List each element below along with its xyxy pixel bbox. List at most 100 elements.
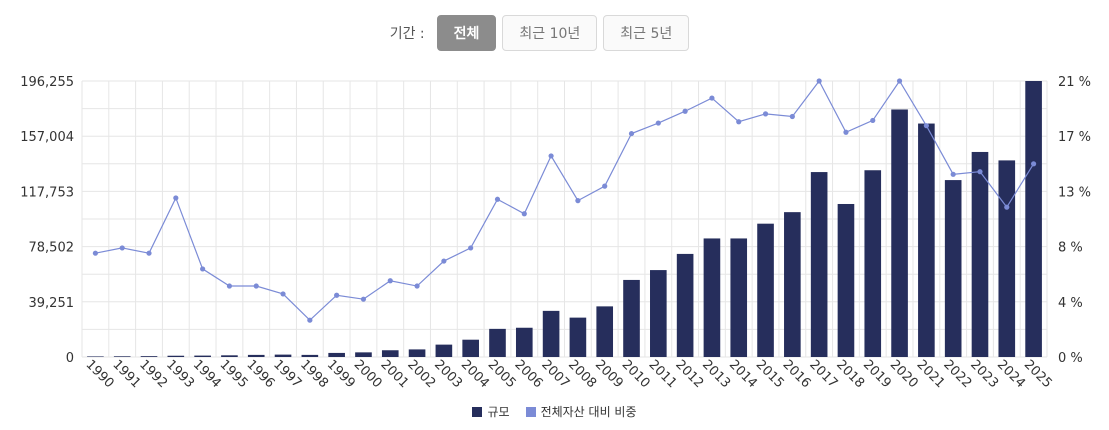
x-tick-label: 1994	[190, 357, 224, 391]
legend-item-ratio[interactable]: 전체자산 대비 비중	[525, 403, 637, 420]
x-tick-label: 1991	[109, 357, 143, 391]
ratio-point-2023	[977, 169, 983, 175]
ratio-point-2011	[655, 120, 661, 126]
bar-2021	[918, 123, 935, 358]
ratio-line-path	[95, 79, 1035, 322]
x-tick-label: 2006	[511, 357, 545, 391]
x-tick-label: 2007	[538, 357, 572, 391]
ratio-point-2004	[468, 245, 474, 251]
bar-2004	[462, 339, 479, 357]
x-tick-label: 2013	[699, 357, 733, 391]
period-10y-button[interactable]: 최근 10년	[502, 15, 598, 51]
y-right-tick-label: 13 %	[1058, 185, 1091, 200]
x-tick-label: 2015	[753, 357, 787, 391]
x-tick-label: 2023	[967, 357, 1001, 391]
ratio-point-2006	[521, 211, 527, 217]
bar-2020	[891, 109, 908, 357]
bar-2006	[515, 327, 533, 357]
x-tick-label: 1992	[136, 357, 170, 391]
x-tick-label: 2020	[887, 357, 921, 391]
bar-2022	[944, 180, 962, 357]
period-all-button[interactable]: 전체	[436, 15, 497, 51]
ratio-point-2010	[628, 130, 635, 137]
ratio-point-2009	[602, 183, 608, 189]
legend-swatch-ratio	[525, 406, 536, 417]
period-5y-button[interactable]: 최근 5년	[603, 15, 690, 51]
x-tick-label: 2021	[914, 357, 948, 391]
y-left-tick-label: 39,251	[29, 296, 75, 311]
x-tick-label: 2019	[860, 357, 894, 391]
legend-label-ratio: 전체자산 대비 비중	[540, 405, 637, 419]
bars	[87, 81, 1042, 358]
y-left-tick-label: 117,753	[20, 185, 74, 200]
ratio-point-1997	[280, 291, 286, 297]
bar-2023	[971, 151, 989, 357]
bar-2002	[408, 349, 426, 357]
y-right-tick-label: 17 %	[1058, 130, 1091, 145]
x-tick-label: 2017	[806, 357, 840, 391]
bar-1998	[301, 354, 319, 357]
x-tick-label: 1999	[324, 357, 358, 391]
x-tick-label: 1990	[83, 357, 117, 391]
ratio-point-2005	[494, 196, 501, 202]
x-tick-label: 2025	[1021, 357, 1055, 391]
bar-1990	[87, 356, 104, 357]
x-tick-label: 2002	[404, 357, 438, 391]
x-tick-label: 1998	[297, 357, 331, 391]
ratio-point-2021	[923, 123, 929, 129]
ratio-point-2007	[548, 153, 554, 159]
bar-2010	[623, 279, 640, 357]
ratio-point-1994	[200, 266, 206, 272]
ratio-point-2025	[1030, 161, 1037, 167]
x-tick-label: 2018	[833, 357, 867, 391]
ratio-point-2019	[870, 117, 876, 124]
ratio-point-2000	[360, 296, 367, 302]
x-tick-label: 2004	[458, 357, 492, 391]
bar-2017	[810, 172, 828, 357]
bar-2015	[757, 223, 774, 357]
ratio-point-2016	[789, 113, 795, 120]
y-right-tick-label: 0 %	[1058, 351, 1083, 366]
bar-2018	[837, 203, 855, 357]
ratio-point-2008	[575, 198, 581, 204]
x-tick-label: 2010	[619, 357, 653, 391]
period-filter: 기간 : 전체 최근 10년 최근 5년	[0, 14, 1109, 52]
bar-2025	[1025, 81, 1042, 357]
bar-1995	[221, 355, 238, 357]
bar-2000	[355, 352, 372, 357]
ratio-point-1992	[146, 250, 152, 256]
y-right-tick-label: 4 %	[1058, 296, 1083, 311]
bar-1999	[328, 352, 345, 357]
bar-2012	[676, 253, 694, 357]
ratio-point-2013	[709, 95, 715, 101]
bar-2011	[650, 270, 667, 357]
ratio-point-2017	[816, 78, 822, 84]
ratio-point-1991	[119, 245, 125, 251]
bar-2013	[703, 238, 721, 357]
ratio-point-1993	[173, 195, 179, 201]
x-tick-label: 2016	[780, 357, 814, 391]
bar-2009	[596, 306, 614, 357]
y-right-tick-label: 21 %	[1058, 75, 1091, 90]
ratio-point-1996	[253, 283, 259, 289]
legend-item-size[interactable]: 규모	[472, 403, 510, 420]
bar-1994	[194, 355, 211, 357]
ratio-point-1995	[226, 283, 233, 289]
bar-1996	[247, 354, 265, 357]
bar-2003	[435, 344, 453, 357]
bar-1991	[113, 356, 131, 357]
legend: 규모 전체자산 대비 비중	[0, 403, 1109, 420]
x-tick-label: 2012	[672, 357, 706, 391]
y-left-tick-label: 0	[66, 351, 74, 366]
ratio-point-1990	[92, 250, 99, 256]
bar-2024	[998, 160, 1016, 357]
legend-swatch-size	[472, 406, 483, 417]
y-left-tick-label: 78,502	[29, 241, 75, 256]
x-tick-label: 2008	[565, 357, 599, 391]
legend-label-size: 규모	[487, 405, 510, 419]
bar-1992	[140, 356, 158, 357]
ratio-point-1998	[307, 317, 313, 323]
x-tick-label: 2014	[726, 357, 760, 391]
bar-2001	[381, 350, 399, 357]
